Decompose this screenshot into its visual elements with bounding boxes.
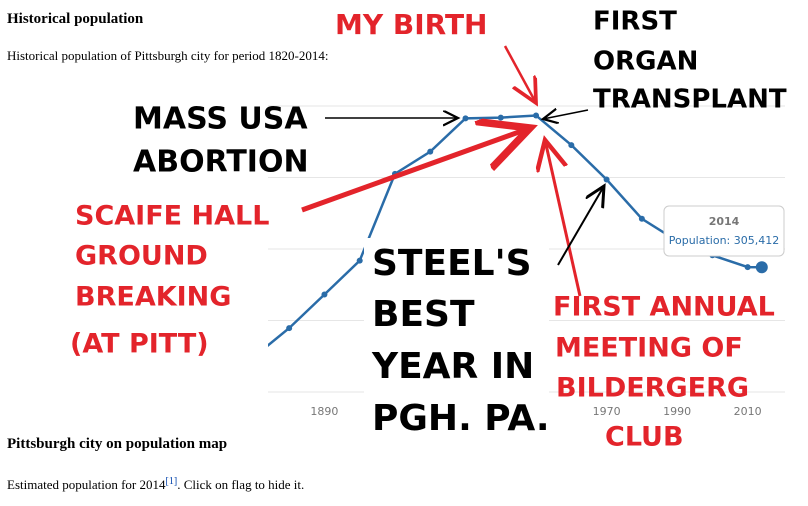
annotation: (AT PITT) xyxy=(70,329,209,360)
point xyxy=(603,176,610,183)
point xyxy=(755,261,768,274)
annotation: CLUB xyxy=(605,422,684,453)
annotation: MEETING OF xyxy=(555,333,743,364)
arrow xyxy=(301,128,530,213)
annotation: BEST xyxy=(372,294,475,335)
point xyxy=(427,148,434,155)
annotation: ORGAN xyxy=(593,47,698,77)
arrows xyxy=(301,45,604,297)
annotation: BREAKING xyxy=(75,282,231,313)
point xyxy=(497,114,504,121)
annotation: BILDERGERG xyxy=(556,373,749,404)
tooltip-box xyxy=(663,205,785,257)
heading: Historical population xyxy=(7,11,144,27)
annotation: TRANSPLANT xyxy=(593,85,787,115)
annotation: PGH. PA. xyxy=(372,398,550,439)
point xyxy=(462,115,469,122)
note-text: . Click on flag to hide it. xyxy=(177,477,304,492)
x-tick-label: 1890 xyxy=(310,405,338,418)
annotation: FIRST xyxy=(593,7,677,37)
annotation: FIRST ANNUAL xyxy=(553,292,775,323)
map-heading: Pittsburgh city on population map xyxy=(7,436,227,452)
annotation: YEAR IN xyxy=(371,346,534,387)
point xyxy=(568,142,575,149)
arrow xyxy=(503,45,536,103)
arrow xyxy=(557,186,604,266)
annotation: MASS USA xyxy=(133,102,308,137)
point xyxy=(356,257,363,264)
intro: Historical population of Pittsburgh city… xyxy=(7,48,328,63)
tooltip: 2014 Population: 305,412 xyxy=(663,205,785,257)
x-tick-label: 1990 xyxy=(663,405,691,418)
annotation: GROUND xyxy=(75,241,208,272)
annotation: MY BIRTH xyxy=(335,8,487,41)
point xyxy=(638,215,645,222)
overlay xyxy=(0,90,549,438)
annotation: STEEL'S xyxy=(372,243,532,284)
cover xyxy=(0,90,268,420)
tooltip-title: 2014 xyxy=(709,215,740,228)
annotation: SCAIFE HALL xyxy=(75,201,269,232)
arrow xyxy=(545,140,582,297)
x-tick-label: 1970 xyxy=(593,405,621,418)
footnote-link[interactable]: [1] xyxy=(166,476,178,487)
tooltip-text: Population: 305,412 xyxy=(669,234,779,247)
arrow xyxy=(543,110,589,119)
annotation: ABORTION xyxy=(133,145,309,180)
map-note: Estimated population for 2014[1]. Click … xyxy=(7,476,304,492)
point xyxy=(286,325,293,332)
point xyxy=(533,112,540,119)
cover xyxy=(364,238,549,438)
note-text: Estimated population for 2014 xyxy=(7,477,166,492)
annotations: MASS USA ABORTION MY BIRTH FIRST ORGAN TRANSP… xyxy=(70,7,787,453)
point xyxy=(321,291,328,298)
x-tick-label: 2010 xyxy=(734,405,762,418)
point xyxy=(744,264,751,271)
